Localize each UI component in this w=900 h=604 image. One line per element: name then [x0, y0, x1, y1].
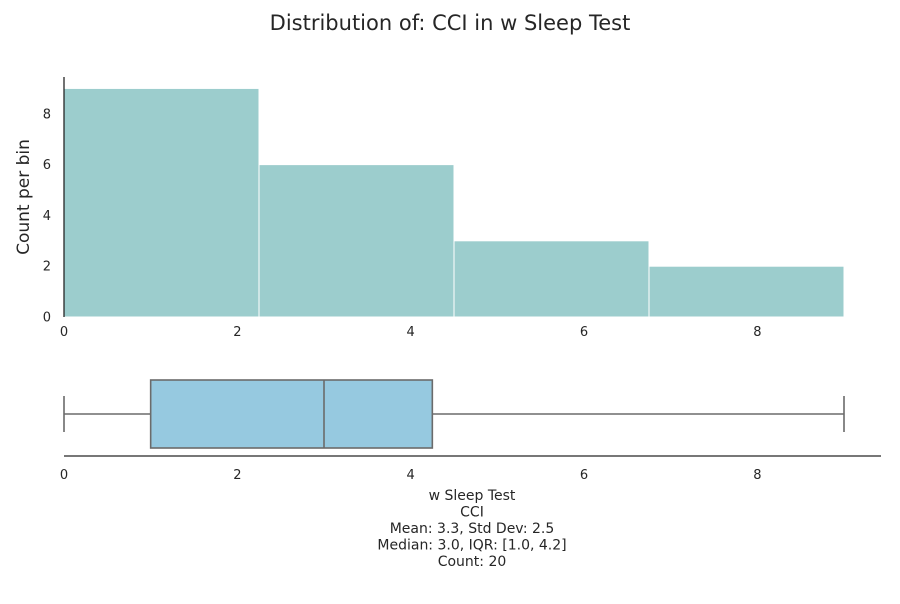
- histogram-bar-3: [453, 240, 650, 318]
- histogram-x-tick-label: 8: [753, 325, 761, 340]
- histogram-y-tick-label: 0: [43, 311, 51, 326]
- caption-line-3: Mean: 3.3, Std Dev: 2.5: [390, 521, 555, 537]
- boxplot-box: [149, 379, 434, 449]
- caption-line-1: w Sleep Test: [429, 488, 516, 504]
- boxplot-plot: 0 2 4 6 8: [60, 379, 881, 483]
- histogram-y-tick-label: 8: [43, 107, 51, 122]
- histogram-x-tick-label: 2: [233, 325, 241, 340]
- boxplot-x-tick-label: 4: [407, 468, 415, 483]
- histogram-bar-2: [258, 164, 455, 318]
- histogram-y-tick-label: 6: [43, 158, 51, 173]
- boxplot-x-tick-label: 8: [753, 468, 761, 483]
- boxplot-x-tick-label: 0: [60, 468, 68, 483]
- histogram-x-tick-label: 0: [60, 325, 68, 340]
- histogram-bar-4: [648, 265, 845, 318]
- caption-line-4: Median: 3.0, IQR: [1.0, 4.2]: [377, 538, 566, 554]
- histogram-plot: 0 2 4 6 8 0 2 4 6 8: [43, 77, 845, 340]
- chart-title: Distribution of: CCI in w Sleep Test: [270, 11, 631, 35]
- histogram-bar-1: [63, 87, 260, 318]
- caption-line-2: CCI: [460, 505, 484, 521]
- boxplot-x-tick-label: 6: [580, 468, 588, 483]
- boxplot-x-tick-label: 2: [233, 468, 241, 483]
- histogram-x-tick-label: 4: [407, 325, 415, 340]
- histogram-y-axis-label: Count per bin: [14, 139, 34, 255]
- histogram-y-tick-label: 2: [43, 260, 51, 275]
- histogram-y-tick-label: 4: [43, 209, 51, 224]
- histogram-x-tick-label: 6: [580, 325, 588, 340]
- caption-line-5: Count: 20: [438, 554, 507, 570]
